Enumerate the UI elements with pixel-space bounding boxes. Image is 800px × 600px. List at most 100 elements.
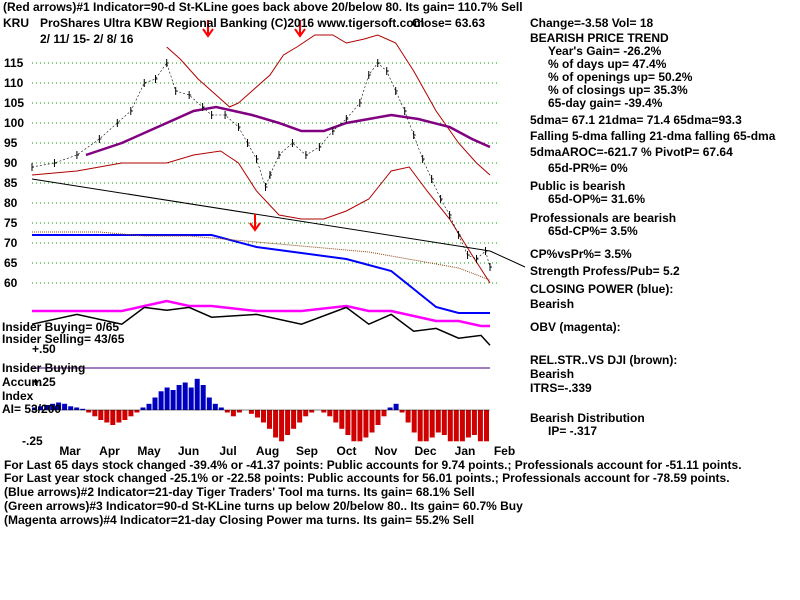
falling-dma: Falling 5-dma falling 21-dma falling 65-… [530,129,776,143]
change-value: Change=-3.58 Vol= 18 [530,16,654,30]
accum-bar [80,408,86,411]
accum-bar [363,410,369,438]
distribution-label: Bearish Distribution [530,411,645,425]
month-tick-label: Jun [178,444,199,458]
red-arrow [202,20,214,38]
y-tick-label: 60 [4,276,18,290]
accum-bar [435,410,441,433]
accum-bar [333,410,339,423]
ticker-label: KRU [3,16,29,30]
accum-bar [188,387,194,410]
accum-bar [375,410,381,425]
y-tick-label: 65 [4,256,18,270]
y-tick-label: 70 [4,236,18,250]
accum-bar [459,410,465,442]
y-tick-label: 100 [4,116,24,130]
accum-bar [110,410,116,425]
accum-bar [128,410,134,417]
accum-bar [206,397,212,410]
op-value: 65d-OP%= 31.6% [548,192,646,206]
accum-bar [212,403,218,411]
accum-bar [194,378,200,411]
accum-bar [471,410,477,435]
y-tick-label: 95 [4,136,18,150]
accum-bar [62,403,68,411]
accum-bar [381,410,387,417]
relstr-line [32,231,491,281]
accum-bar [423,410,429,442]
y-tick-label: 115 [4,56,24,70]
red-arrow-head [202,28,214,38]
header-line-1: (Red arrows)#1 Indicator=90-d St-KLine g… [3,0,523,14]
accum-bar [465,410,471,438]
accum-bar [164,387,170,410]
month-tick-label: Sep [296,444,318,458]
accum-bar [140,407,146,410]
footer-line-2: For Last year stock changed -25.1% or -2… [4,471,730,485]
accum-bar [152,397,158,410]
cp-value: 65d-CP%= 3.5% [548,224,638,238]
red-arrow-head [294,28,306,38]
obv-label: OBV (magenta): [530,320,621,334]
accum-bar [122,410,128,420]
month-tick-label: Feb [494,444,515,458]
y-tick-label: 75 [4,216,18,230]
y-tick-label: 80 [4,196,18,210]
accum-bar [339,410,345,429]
trend-label: BEARISH PRICE TREND [530,31,669,45]
accum-bar [297,410,303,423]
professionals-label: Professionals are bearish [530,211,677,225]
month-tick-label: May [137,444,161,458]
closing-power-label: CLOSING POWER (blue): [530,282,674,296]
insider-buying-count: Insider Buying= 0/65 [2,320,120,334]
accum-bar [441,410,447,435]
accum-bar [303,410,309,417]
accum-bar [261,410,266,423]
month-tick-label: Mar [59,444,81,458]
month-tick-labels: Mar Apr May Jun Jul Aug Sep Oct Nov Dec Jan Feb [59,444,515,458]
obv-black-line [31,306,491,346]
aroc-pivot: 5dmaAROC=-621.7 % PivotP= 67.64 [530,145,733,159]
index-label: Index [2,389,34,403]
accum-bar [224,410,230,413]
footer-line-1: For Last 65 days stock changed -39.4% or… [4,458,742,472]
accum-bar [309,410,315,413]
accum-bar [176,385,182,410]
accum-bar [399,410,405,413]
accum-bar [279,410,285,442]
public-label: Public is bearish [530,179,626,193]
accum-bar [200,385,206,410]
accum-bar [32,407,37,410]
accum-bar [50,403,56,411]
accum-bar [236,410,242,413]
accum-bar [182,382,188,410]
accum-bar [56,402,62,410]
relstr-label: REL.STR..VS DJI (brown): [530,353,678,367]
ma65-line [85,105,491,157]
month-tick-label: Aug [256,444,279,458]
month-tick-label: Dec [414,444,436,458]
month-tick-label: Jul [219,444,236,458]
accum-bar [218,407,224,410]
y-axis-tick-labels: 115 110 105 100 95 90 85 80 75 70 65 60 [4,56,24,290]
accum-bar [484,410,489,442]
accum-bar [369,410,375,433]
closing-power-status: Bearish [530,297,575,311]
price-path [31,62,491,268]
accum-bar [357,410,363,442]
accum-bar [230,410,236,417]
accum-bar [393,403,399,411]
insider-selling-count: Insider Selling= 43/65 [2,332,125,346]
accum-bar [44,405,50,410]
accum-bar [38,406,43,411]
month-tick-label: Jan [455,444,476,458]
accum-bar [321,410,327,413]
accum-bar [453,410,459,442]
accum-bar [345,410,351,435]
accum-bar [285,410,291,435]
dma-values: 5dma= 67.1 21dma= 71.4 65dma=93.3 [530,113,742,127]
accum-bar [86,410,92,413]
openings-up: % of openings up= 50.2% [548,70,693,84]
strength-ratio: Strength Profess/Pub= 5.2 [530,264,680,278]
